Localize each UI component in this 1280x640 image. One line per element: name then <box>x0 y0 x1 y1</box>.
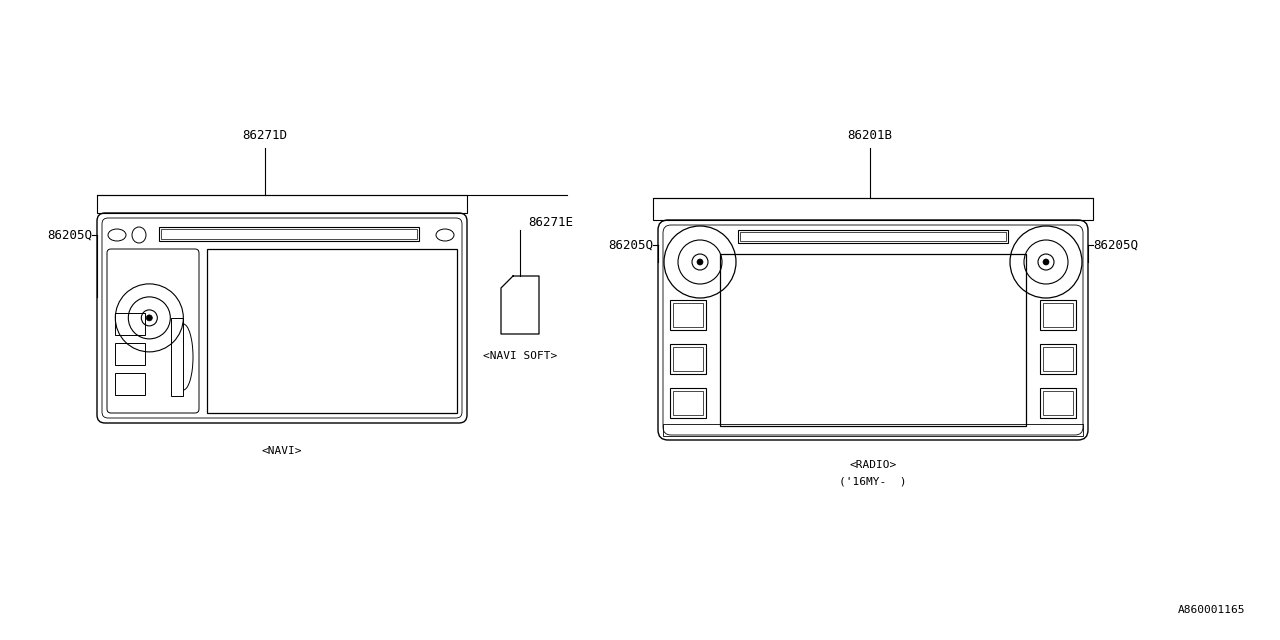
Text: 86271D: 86271D <box>242 129 288 142</box>
Bar <box>115 373 145 395</box>
Text: 86201B: 86201B <box>847 129 892 142</box>
Bar <box>740 232 1006 241</box>
Bar <box>172 318 183 396</box>
Text: ('16MY-  ): ('16MY- ) <box>840 477 906 487</box>
Circle shape <box>146 315 152 321</box>
Text: A860001165: A860001165 <box>1178 605 1245 615</box>
Bar <box>97 195 467 213</box>
Circle shape <box>698 259 703 265</box>
Bar <box>663 424 1083 436</box>
Bar <box>673 391 703 415</box>
Bar <box>719 254 1027 426</box>
Bar <box>739 230 1009 243</box>
Bar <box>669 388 707 418</box>
Circle shape <box>1043 259 1050 265</box>
Bar <box>1043 347 1073 371</box>
Bar <box>653 198 1093 220</box>
Bar <box>669 300 707 330</box>
Bar <box>673 303 703 327</box>
Text: 86205Q: 86205Q <box>47 228 92 241</box>
Bar <box>159 227 419 241</box>
Text: <RADIO>: <RADIO> <box>850 460 896 470</box>
Bar <box>1039 344 1076 374</box>
Bar <box>1039 388 1076 418</box>
Bar <box>115 313 145 335</box>
Bar <box>1039 300 1076 330</box>
Bar <box>161 229 417 239</box>
Text: <NAVI>: <NAVI> <box>261 446 302 456</box>
Bar <box>1043 303 1073 327</box>
Bar <box>115 343 145 365</box>
Text: 86205Q: 86205Q <box>1093 239 1138 252</box>
Text: 86271E: 86271E <box>529 216 573 228</box>
Bar <box>1043 391 1073 415</box>
Bar <box>669 344 707 374</box>
Bar <box>673 347 703 371</box>
Bar <box>207 249 457 413</box>
Text: 86205Q: 86205Q <box>608 239 653 252</box>
Text: <NAVI SOFT>: <NAVI SOFT> <box>483 351 557 361</box>
